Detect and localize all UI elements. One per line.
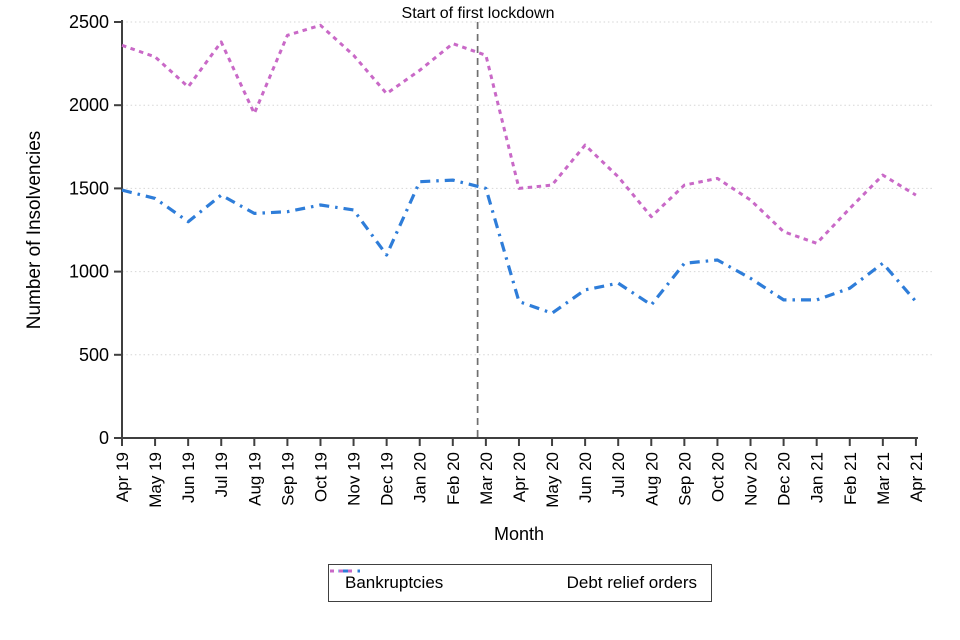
y-tick-label: 1500 — [69, 178, 109, 198]
lockdown-annotation-label: Start of first lockdown — [402, 5, 555, 22]
debt-relief-orders-line-swatch — [330, 569, 354, 573]
x-tick-label: Jun 19 — [179, 452, 198, 503]
x-tick-label: Mar 20 — [477, 452, 496, 505]
x-tick-label: May 20 — [543, 452, 562, 508]
x-tick-label: Oct 20 — [708, 452, 727, 502]
x-tick-label: Feb 20 — [444, 452, 463, 505]
legend-label-bankruptcies: Bankruptcies — [345, 573, 444, 592]
y-tick-label: 1000 — [69, 262, 109, 282]
x-tick-label: Jul 20 — [609, 452, 628, 497]
x-tick-label: Aug 19 — [245, 452, 264, 506]
y-tick-label: 2000 — [69, 95, 109, 115]
x-tick-label: Sep 20 — [675, 452, 694, 506]
legend-item-debt-relief-orders: Debt relief orders — [330, 569, 697, 593]
x-tick-label: Jan 20 — [411, 452, 430, 503]
x-tick-label: Aug 20 — [642, 452, 661, 506]
x-tick-label: Mar 21 — [874, 452, 893, 505]
y-tick-label: 500 — [79, 345, 109, 365]
x-tick-label: Apr 19 — [113, 452, 132, 502]
x-tick-label: Nov 20 — [742, 452, 761, 506]
y-axis-title: Number of Insolvencies — [24, 131, 45, 330]
x-tick-label: Jun 20 — [576, 452, 595, 503]
legend-label-debt-relief-orders: Debt relief orders — [566, 573, 697, 592]
y-tick-label: 0 — [99, 428, 109, 448]
x-tick-label: Nov 19 — [345, 452, 364, 506]
legend-item-bankruptcies: Bankruptcies — [330, 569, 444, 593]
x-tick-label: Jan 21 — [808, 452, 827, 503]
x-tick-label: Dec 20 — [775, 452, 794, 506]
bankruptcies-line — [121, 178, 918, 315]
x-tick-label: May 19 — [146, 452, 165, 508]
bankruptcies-line-swatch — [330, 569, 364, 573]
x-tick-label: Dec 19 — [378, 452, 397, 506]
x-tick-label: Oct 19 — [311, 452, 330, 502]
x-tick-label: Jul 19 — [212, 452, 231, 497]
legend: Bankruptcies Debt relief orders — [328, 564, 712, 602]
x-tick-label: Sep 19 — [278, 452, 297, 506]
debt-relief-orders-line — [121, 23, 917, 245]
x-tick-label: Apr 20 — [510, 452, 529, 502]
x-tick-label: Apr 21 — [907, 452, 926, 502]
x-tick-label: Feb 21 — [841, 452, 860, 505]
x-axis-title: Month — [494, 524, 544, 544]
y-tick-label: 2500 — [69, 12, 109, 32]
